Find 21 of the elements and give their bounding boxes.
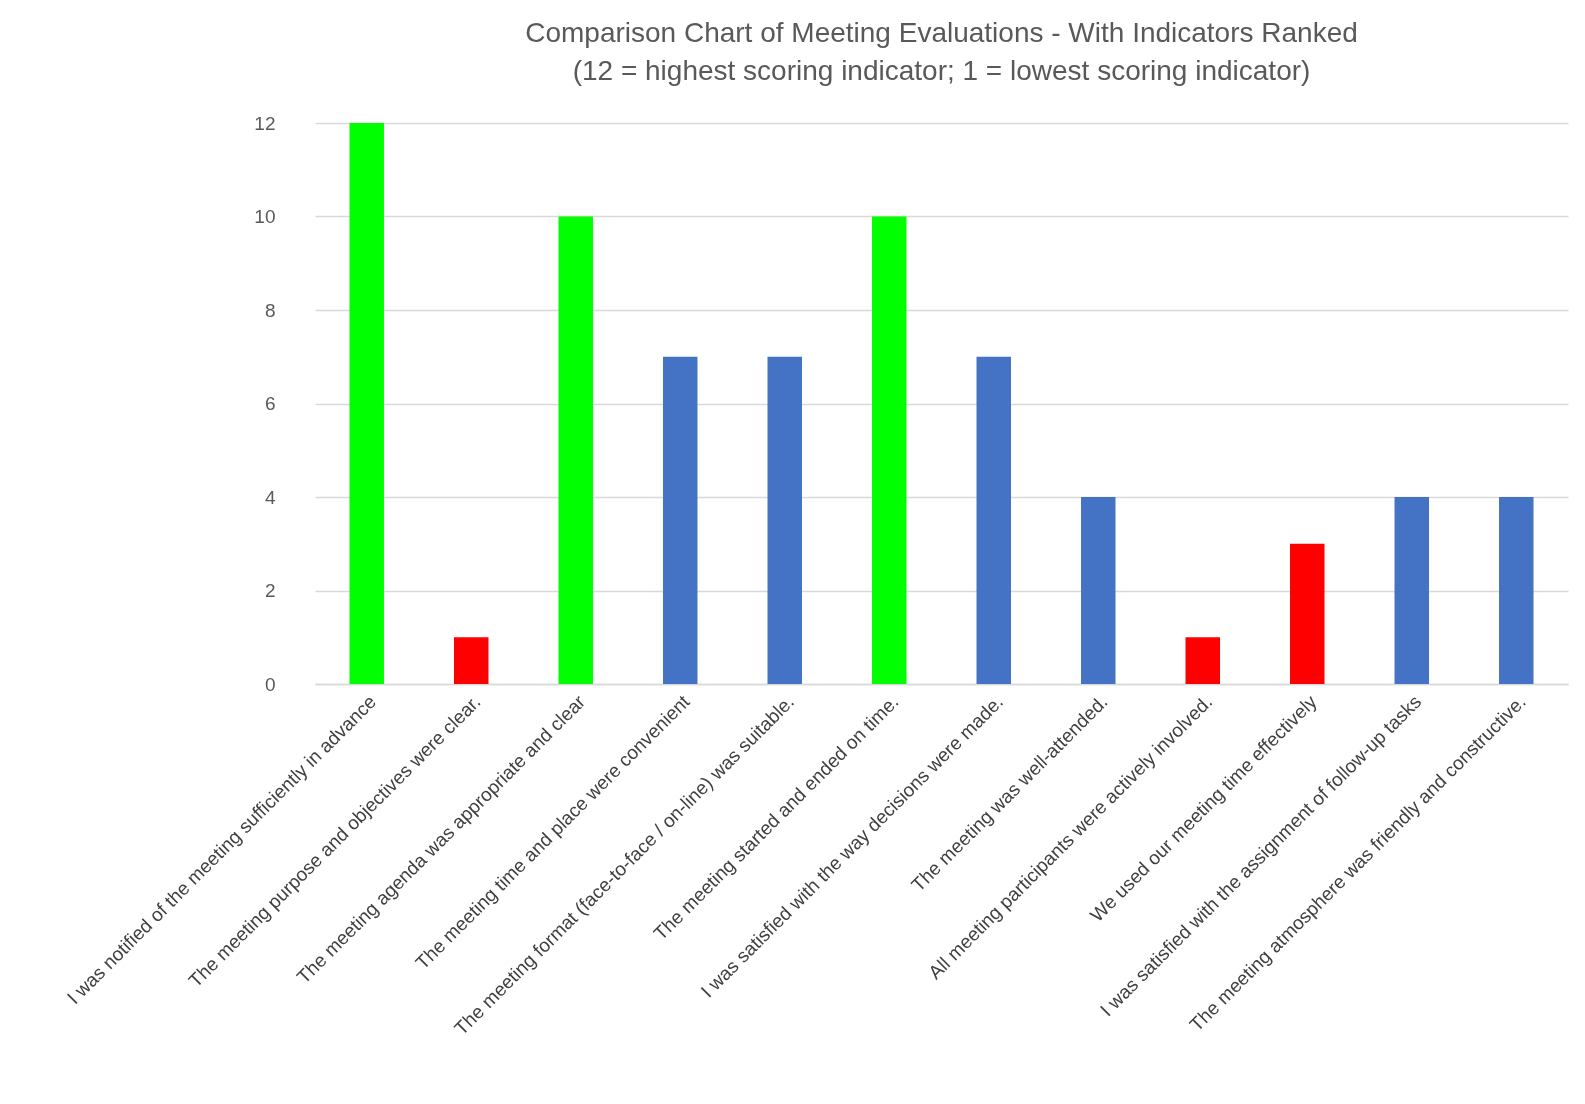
bar (558, 216, 593, 684)
bar (1185, 637, 1220, 684)
y-tick-label: 8 (264, 299, 276, 321)
y-tick-label: 12 (254, 112, 276, 134)
bar (1499, 497, 1534, 684)
bar (1290, 543, 1325, 684)
y-tick-label: 2 (264, 580, 276, 601)
y-tick-label: 0 (264, 673, 276, 695)
y-tick-label: 4 (264, 486, 276, 508)
bar (1081, 497, 1116, 684)
bar (453, 637, 489, 684)
y-tick-label: 10 (254, 206, 276, 227)
y-tick-label: 6 (264, 393, 276, 414)
bar (349, 123, 384, 684)
bar (872, 216, 907, 684)
bar (767, 356, 802, 684)
chart-subtitle: (12 = highest scoring indicator; 1 = lowest scoring indicator) (572, 55, 1311, 86)
bar (976, 356, 1011, 684)
bar (1394, 497, 1430, 684)
chart-title: Comparison Chart of Meeting Evaluations - With Indicators Ranked (525, 17, 1358, 48)
bar (663, 356, 698, 684)
